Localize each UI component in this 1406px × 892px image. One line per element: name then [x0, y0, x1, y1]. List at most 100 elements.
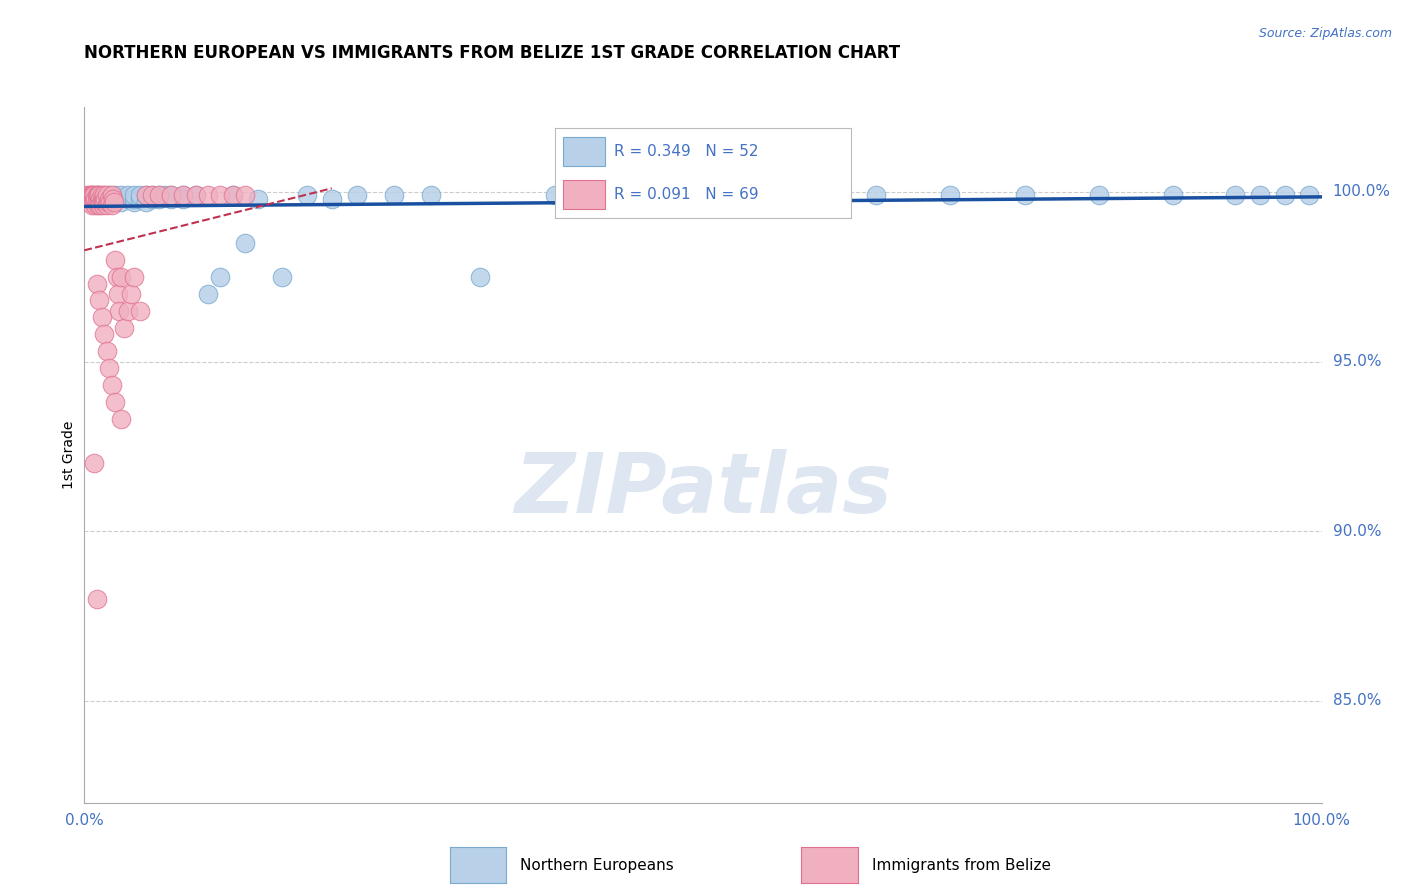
- Point: [222, 188, 245, 202]
- Point: [172, 188, 194, 202]
- Point: [117, 188, 139, 202]
- Point: [295, 188, 318, 202]
- Point: [79, 188, 101, 202]
- Point: [1223, 188, 1246, 202]
- Point: [86, 188, 108, 202]
- Point: [122, 192, 145, 206]
- Text: 100.0%: 100.0%: [1333, 185, 1391, 200]
- Point: [122, 195, 145, 210]
- Point: [233, 235, 256, 250]
- Point: [1088, 188, 1111, 202]
- Point: [110, 195, 132, 210]
- Point: [103, 195, 125, 210]
- Point: [246, 192, 269, 206]
- Point: [321, 192, 343, 206]
- Text: Northern Europeans: Northern Europeans: [520, 858, 673, 872]
- Point: [104, 395, 127, 409]
- Point: [382, 188, 405, 202]
- Point: [91, 192, 114, 206]
- Point: [82, 192, 104, 206]
- Point: [105, 269, 128, 284]
- Point: [129, 188, 152, 202]
- Point: [87, 198, 110, 212]
- Point: [148, 188, 170, 202]
- Point: [90, 310, 112, 325]
- Point: [120, 286, 142, 301]
- Point: [160, 188, 183, 202]
- Point: [76, 188, 98, 202]
- Point: [89, 192, 111, 206]
- Point: [197, 188, 219, 202]
- Point: [1249, 188, 1271, 202]
- Point: [94, 192, 117, 206]
- Point: [98, 361, 121, 376]
- Point: [84, 198, 107, 212]
- Bar: [564, 137, 605, 166]
- Point: [717, 188, 740, 202]
- Point: [77, 192, 100, 206]
- Point: [93, 188, 115, 202]
- Point: [80, 198, 103, 212]
- Text: 95.0%: 95.0%: [1333, 354, 1381, 369]
- Text: R = 0.349   N = 52: R = 0.349 N = 52: [614, 144, 758, 159]
- Point: [135, 188, 157, 202]
- Point: [100, 188, 122, 202]
- Point: [82, 188, 104, 202]
- Point: [108, 303, 131, 318]
- Point: [141, 188, 163, 202]
- Y-axis label: 1st Grade: 1st Grade: [62, 421, 76, 489]
- Point: [84, 192, 107, 206]
- Point: [117, 303, 139, 318]
- Point: [86, 188, 108, 202]
- Point: [135, 188, 157, 202]
- Point: [93, 327, 115, 342]
- Point: [271, 269, 294, 284]
- Bar: [564, 180, 605, 210]
- Text: ZIPatlas: ZIPatlas: [515, 450, 891, 530]
- Point: [100, 198, 122, 212]
- Point: [90, 195, 112, 210]
- Point: [112, 320, 135, 334]
- Point: [129, 192, 152, 206]
- Point: [93, 195, 115, 210]
- Point: [160, 192, 183, 206]
- Point: [419, 188, 441, 202]
- Point: [630, 188, 652, 202]
- Point: [346, 188, 368, 202]
- Point: [543, 188, 565, 202]
- Point: [98, 188, 121, 202]
- Point: [172, 192, 194, 206]
- Point: [790, 188, 813, 202]
- Point: [172, 188, 194, 202]
- Point: [107, 286, 129, 301]
- Point: [104, 188, 127, 202]
- Point: [96, 344, 118, 359]
- Point: [141, 192, 163, 206]
- Point: [90, 188, 112, 202]
- Point: [83, 457, 105, 471]
- Point: [865, 188, 887, 202]
- Point: [79, 188, 101, 202]
- Point: [86, 592, 108, 607]
- Point: [153, 188, 176, 202]
- Point: [89, 293, 111, 308]
- Point: [86, 195, 108, 210]
- Point: [148, 192, 170, 206]
- Point: [184, 188, 207, 202]
- Point: [89, 188, 111, 202]
- Point: [98, 192, 121, 206]
- Point: [470, 269, 492, 284]
- Point: [87, 188, 110, 202]
- Text: 90.0%: 90.0%: [1333, 524, 1381, 539]
- Text: NORTHERN EUROPEAN VS IMMIGRANTS FROM BELIZE 1ST GRADE CORRELATION CHART: NORTHERN EUROPEAN VS IMMIGRANTS FROM BEL…: [84, 45, 900, 62]
- Point: [91, 198, 114, 212]
- Point: [110, 188, 132, 202]
- Point: [86, 277, 108, 291]
- Point: [96, 198, 118, 212]
- Text: R = 0.091   N = 69: R = 0.091 N = 69: [614, 187, 759, 202]
- Point: [148, 188, 170, 202]
- Point: [1298, 188, 1320, 202]
- Point: [79, 195, 101, 210]
- Point: [160, 188, 183, 202]
- Point: [129, 303, 152, 318]
